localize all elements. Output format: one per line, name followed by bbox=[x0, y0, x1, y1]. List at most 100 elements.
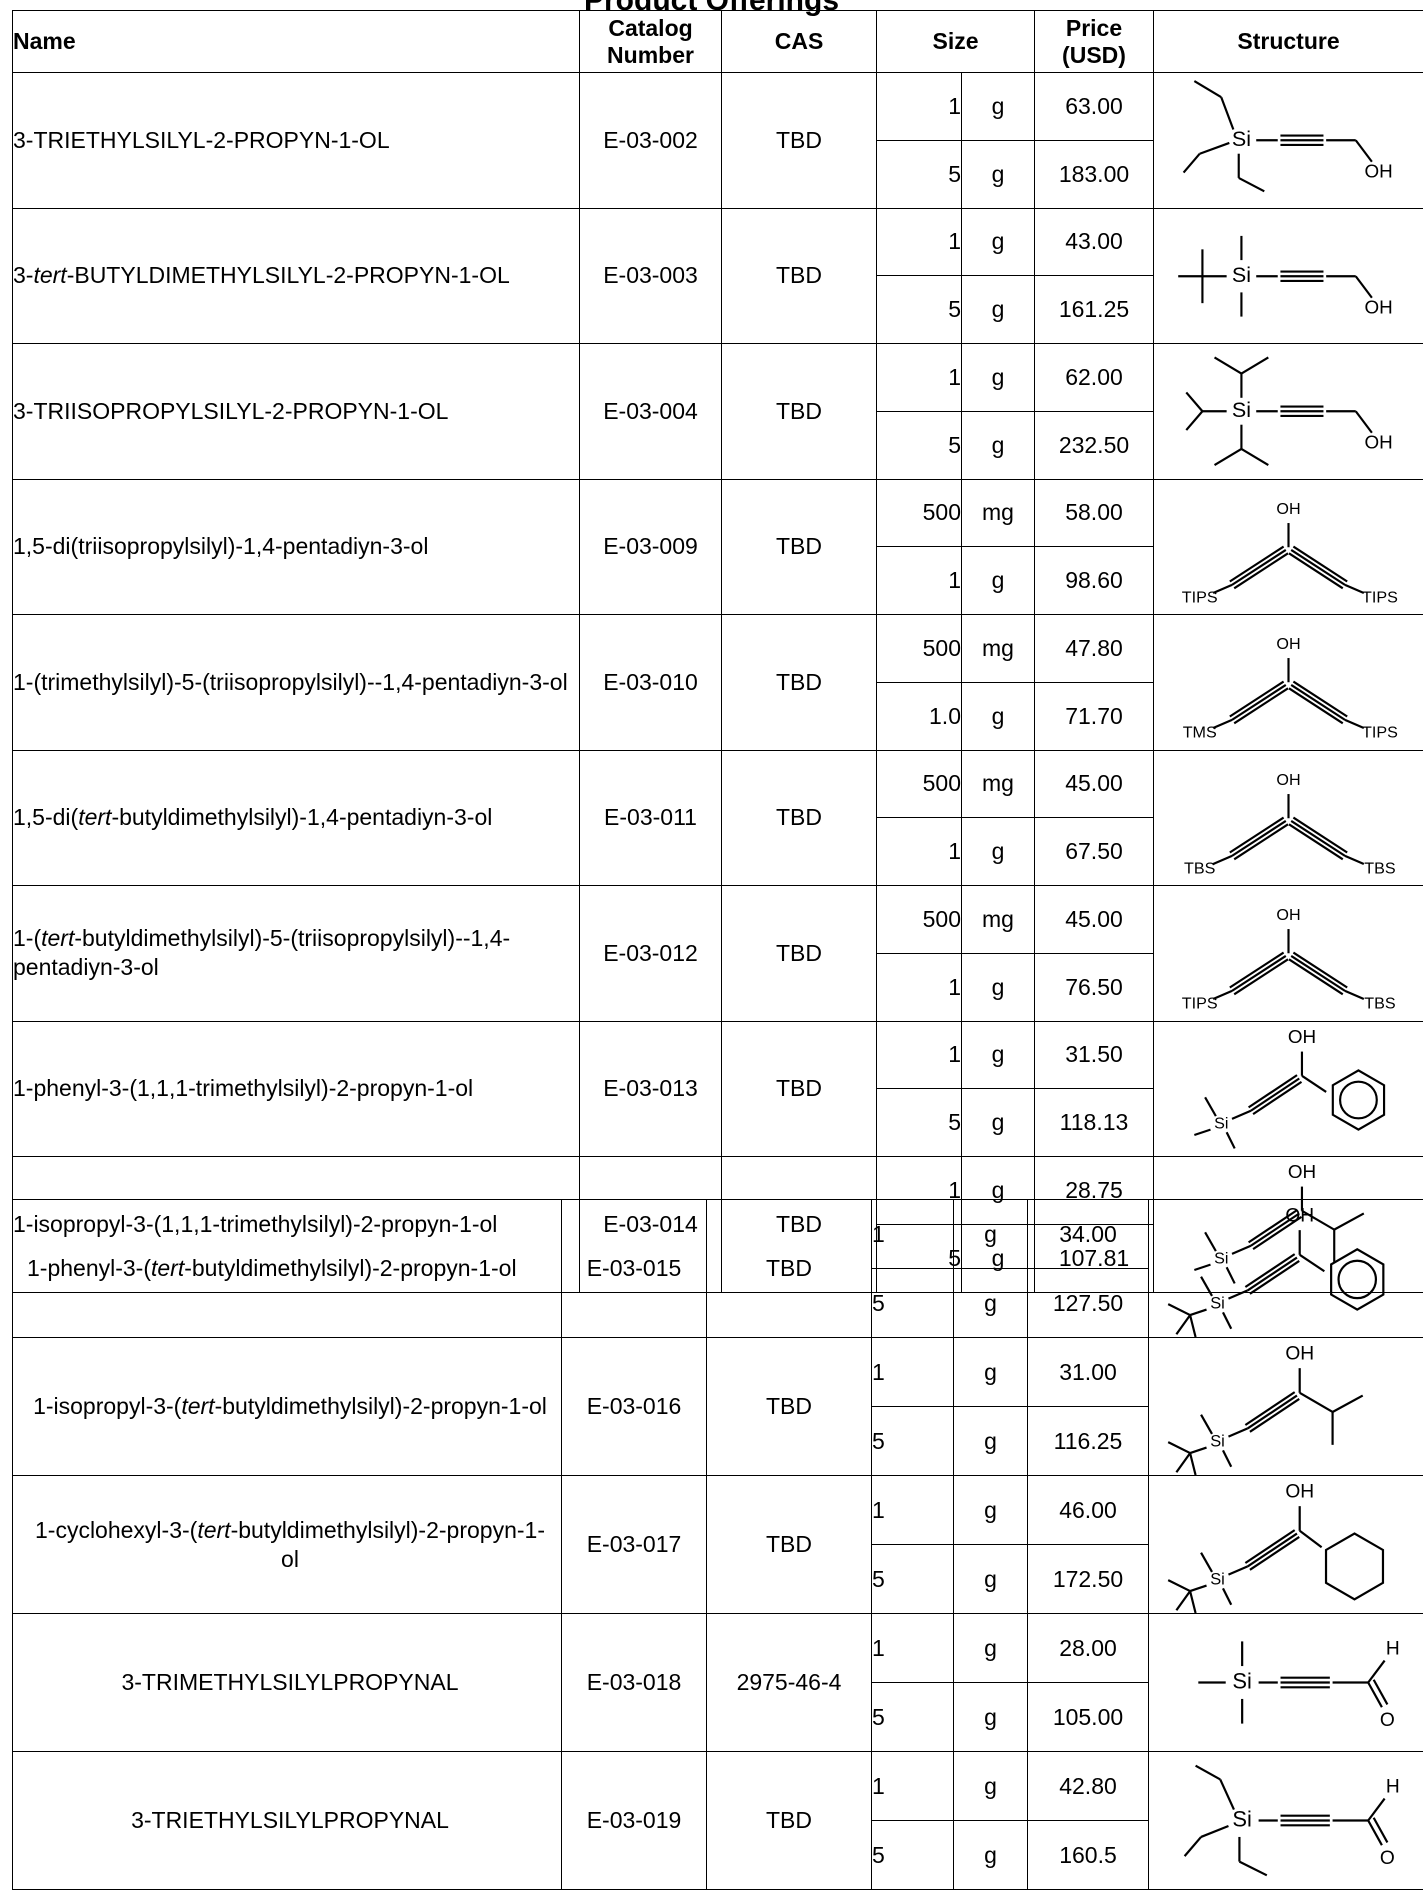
size-unit-cell: g bbox=[962, 411, 1035, 479]
silicon-label: Si bbox=[1210, 1294, 1225, 1312]
price-cell: 62.00 bbox=[1035, 344, 1154, 412]
name-text: -butyldimethylsilyl)-2-propyn-1-ol bbox=[215, 1393, 547, 1419]
size-quantity-cell: 500 bbox=[877, 886, 962, 954]
size-unit-cell: mg bbox=[962, 479, 1035, 547]
tms-propynol-phenyl-structure-icon: OH Si bbox=[1154, 1022, 1423, 1157]
name-text: 3-TRIETHYLSILYL-2-PROPYN-1-OL bbox=[13, 127, 390, 153]
product-name-cell: 1-isopropyl-3-(tert-butyldimethylsilyl)-… bbox=[13, 1338, 562, 1476]
hydroxyl-label: OH bbox=[1276, 635, 1300, 653]
hydroxyl-label: OH bbox=[1364, 160, 1392, 181]
size-unit-cell: g bbox=[962, 953, 1035, 1021]
product-name-cell: 3-TRIISOPROPYLSILYL-2-PROPYN-1-OL bbox=[13, 344, 580, 480]
silyl-group-label: TBS bbox=[1184, 859, 1216, 877]
size-unit-cell: g bbox=[962, 140, 1035, 208]
structure-cell: OH Si bbox=[1154, 1021, 1423, 1157]
name-text: 3-TRIMETHYLSILYLPROPYNAL bbox=[121, 1669, 458, 1695]
size-unit-cell: g bbox=[954, 1269, 1028, 1338]
size-unit-cell: mg bbox=[962, 615, 1035, 683]
catalog-number-cell: E-03-017 bbox=[562, 1476, 707, 1614]
catalog-number-cell: E-03-012 bbox=[580, 886, 722, 1022]
price-cell: 116.25 bbox=[1028, 1407, 1149, 1476]
cas-cell: TBD bbox=[722, 208, 877, 344]
name-text: 1,5-di(triisopropylsilyl)-1,4-pentadiyn-… bbox=[13, 533, 428, 559]
silyl-group-label: TIPS bbox=[1182, 588, 1218, 606]
price-cell: 161.25 bbox=[1035, 276, 1154, 344]
size-unit-cell: g bbox=[962, 1021, 1035, 1089]
cas-cell: TBD bbox=[722, 1021, 877, 1157]
hydroxyl-label: OH bbox=[1285, 1344, 1314, 1365]
price-cell: 232.50 bbox=[1035, 411, 1154, 479]
product-name-cell: 3-TRIETHYLSILYL-2-PROPYN-1-OL bbox=[13, 73, 580, 209]
size-quantity-cell: 1 bbox=[877, 73, 962, 141]
table-row: 1-phenyl-3-(1,1,1-trimethylsilyl)-2-prop… bbox=[13, 1021, 1423, 1089]
size-quantity-cell: 5 bbox=[877, 276, 962, 344]
silicon-label: Si bbox=[1214, 1114, 1228, 1132]
price-cell: 76.50 bbox=[1035, 953, 1154, 1021]
price-cell: 28.00 bbox=[1028, 1614, 1149, 1683]
hydroxyl-label: OH bbox=[1276, 499, 1300, 517]
price-cell: 47.80 bbox=[1035, 615, 1154, 683]
structure-cell: OH Si bbox=[1149, 1338, 1423, 1476]
size-unit-cell: g bbox=[962, 682, 1035, 750]
size-unit-cell: g bbox=[962, 73, 1035, 141]
size-unit-cell: g bbox=[954, 1683, 1028, 1752]
name-italic-prefix: tert bbox=[78, 804, 111, 830]
price-cell: 63.00 bbox=[1035, 73, 1154, 141]
size-quantity-cell: 5 bbox=[877, 411, 962, 479]
table-row: 1-(trimethylsilyl)-5-(triisopropylsilyl)… bbox=[13, 615, 1423, 683]
name-text: 3-TRIISOPROPYLSILYL-2-PROPYN-1-OL bbox=[13, 398, 448, 424]
price-cell: 105.00 bbox=[1028, 1683, 1149, 1752]
hydroxyl-label: OH bbox=[1276, 906, 1300, 924]
catalog-number-cell: E-03-018 bbox=[562, 1614, 707, 1752]
product-name-cell: 1-phenyl-3-(1,1,1-trimethylsilyl)-2-prop… bbox=[13, 1021, 580, 1157]
price-cell: 31.50 bbox=[1035, 1021, 1154, 1089]
silicon-label: Si bbox=[1232, 262, 1251, 286]
oxygen-label: O bbox=[1380, 1848, 1395, 1869]
hydroxyl-label: OH bbox=[1364, 431, 1392, 452]
hydroxyl-label: OH bbox=[1288, 1026, 1316, 1047]
size-unit-cell: g bbox=[962, 276, 1035, 344]
product-table-page-1: Name Catalog Number CAS Size Price (USD)… bbox=[12, 10, 1423, 1293]
price-cell: 118.13 bbox=[1035, 1089, 1154, 1157]
product-table-page-2: 1-phenyl-3-(tert-butyldimethylsilyl)-2-p… bbox=[12, 1199, 1423, 1890]
hydroxyl-label: OH bbox=[1288, 1161, 1316, 1182]
price-cell: 127.50 bbox=[1028, 1269, 1149, 1338]
size-quantity-cell: 1 bbox=[872, 1614, 954, 1683]
price-cell: 46.00 bbox=[1028, 1476, 1149, 1545]
name-italic-prefix: tert bbox=[41, 925, 74, 951]
silicon-label: Si bbox=[1210, 1432, 1225, 1450]
product-name-cell: 1,5-di(tert-butyldimethylsilyl)-1,4-pent… bbox=[13, 750, 580, 886]
size-unit-cell: g bbox=[962, 818, 1035, 886]
hydrogen-label: H bbox=[1386, 1639, 1400, 1660]
cas-cell: 2975-46-4 bbox=[707, 1614, 872, 1752]
name-text: 1-cyclohexyl-3-( bbox=[35, 1517, 197, 1543]
name-italic-prefix: tert bbox=[151, 1255, 184, 1281]
name-text: 1-(trimethylsilyl)-5-(triisopropylsilyl)… bbox=[13, 669, 568, 695]
silicon-label: Si bbox=[1232, 1668, 1251, 1693]
name-text: 1-( bbox=[13, 925, 41, 951]
price-cell: 172.50 bbox=[1028, 1545, 1149, 1614]
name-text: 3-TRIETHYLSILYLPROPYNAL bbox=[131, 1807, 449, 1833]
silyl-group-label: TIPS bbox=[1362, 588, 1398, 606]
catalog-number-cell: E-03-002 bbox=[580, 73, 722, 209]
cas-cell: TBD bbox=[707, 1338, 872, 1476]
size-quantity-cell: 5 bbox=[872, 1407, 954, 1476]
size-unit-cell: g bbox=[954, 1407, 1028, 1476]
size-unit-cell: g bbox=[954, 1476, 1028, 1545]
cas-cell: TBD bbox=[722, 615, 877, 751]
silicon-label: Si bbox=[1232, 1806, 1251, 1831]
size-quantity-cell: 1 bbox=[877, 344, 962, 412]
